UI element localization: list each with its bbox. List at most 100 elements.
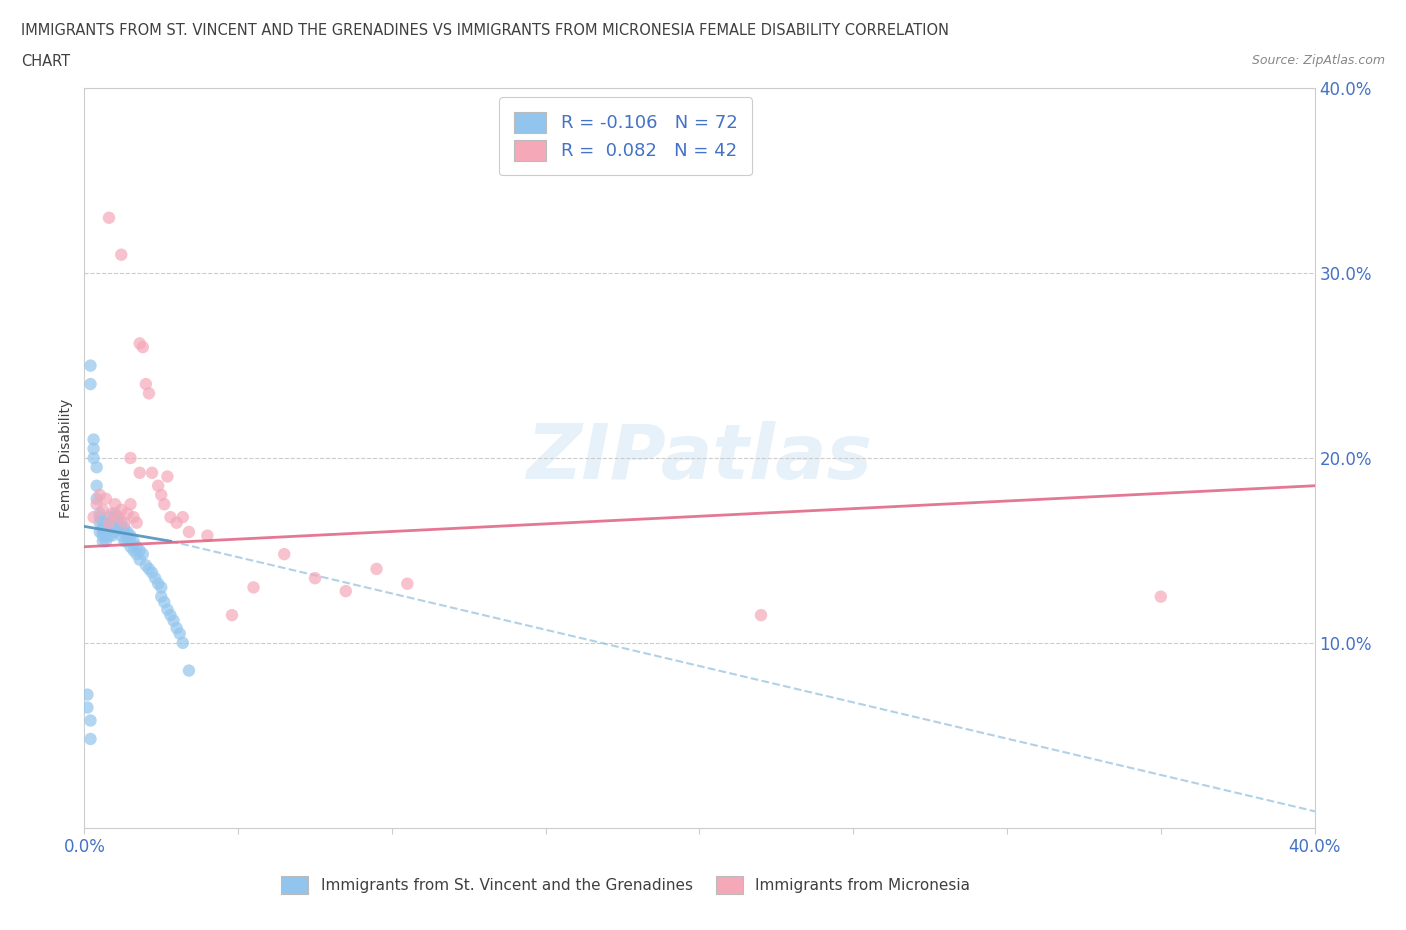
Point (148, 478, 170, 493)
Point (273, 547, 295, 562)
Point (120, 450, 142, 465)
Point (150, 590, 173, 604)
Point (150, 487, 173, 502)
Point (104, 497, 127, 512)
Point (159, 510, 181, 525)
Point (125, 539, 148, 554)
Point (86, 459, 108, 474)
Point (101, 528, 124, 543)
Point (120, 539, 142, 554)
Point (138, 386, 160, 401)
Point (86, 497, 108, 512)
Text: IMMIGRANTS FROM ST. VINCENT AND THE GRENADINES VS IMMIGRANTS FROM MICRONESIA FEM: IMMIGRANTS FROM ST. VINCENT AND THE GREN… (21, 23, 949, 38)
Point (128, 336, 150, 351)
Point (79, 358, 101, 373)
Point (83, 450, 105, 465)
Point (141, 565, 163, 580)
Point (304, 571, 326, 586)
Y-axis label: Female Disability: Female Disability (59, 398, 73, 518)
Point (166, 620, 188, 635)
Point (156, 602, 179, 617)
Point (104, 506, 127, 521)
Point (242, 580, 264, 595)
Point (110, 528, 132, 543)
Point (91, 521, 114, 536)
Point (86, 491, 108, 506)
Point (153, 497, 176, 512)
Point (101, 515, 124, 530)
Point (91, 525, 114, 539)
Point (98, 528, 121, 543)
Point (153, 595, 176, 610)
Point (89, 525, 111, 539)
Point (89, 506, 111, 521)
Text: CHART: CHART (21, 54, 70, 69)
Point (128, 543, 150, 558)
Point (749, 607, 772, 622)
Point (107, 510, 129, 525)
Point (117, 525, 139, 539)
Point (76, 700, 98, 715)
Text: ZIPatlas: ZIPatlas (526, 421, 873, 495)
Point (169, 626, 191, 641)
Point (98, 210, 121, 225)
Point (112, 515, 135, 530)
Point (110, 515, 132, 530)
Point (89, 510, 111, 525)
Point (122, 543, 145, 558)
Point (120, 528, 142, 543)
Point (396, 577, 419, 591)
Point (177, 663, 200, 678)
Point (94, 521, 117, 536)
Point (120, 534, 142, 549)
Point (101, 521, 124, 536)
Text: Source: ZipAtlas.com: Source: ZipAtlas.com (1251, 54, 1385, 67)
Point (83, 432, 105, 447)
Point (150, 580, 173, 595)
Point (117, 534, 139, 549)
Point (101, 506, 124, 521)
Point (132, 547, 155, 562)
Point (112, 534, 135, 549)
Point (94, 528, 117, 543)
Point (112, 521, 135, 536)
Point (76, 687, 98, 702)
Point (335, 584, 357, 599)
Point (94, 534, 117, 549)
Point (89, 515, 111, 530)
Point (1150, 590, 1173, 604)
Point (91, 502, 114, 517)
Point (125, 515, 148, 530)
Point (366, 562, 388, 577)
Point (94, 525, 117, 539)
Point (86, 478, 108, 493)
Point (98, 515, 121, 530)
Legend: Immigrants from St. Vincent and the Grenadines, Immigrants from Micronesia: Immigrants from St. Vincent and the Gren… (273, 869, 979, 901)
Point (79, 713, 101, 728)
Point (172, 510, 194, 525)
Point (98, 515, 121, 530)
Point (107, 515, 129, 530)
Point (122, 534, 145, 549)
Point (98, 521, 121, 536)
Point (141, 465, 163, 480)
Point (156, 469, 179, 484)
Point (110, 247, 132, 262)
Point (79, 377, 101, 392)
Point (172, 635, 194, 650)
Point (177, 525, 200, 539)
Point (197, 528, 219, 543)
Point (107, 521, 129, 536)
Point (132, 339, 155, 354)
Point (117, 506, 139, 521)
Point (122, 510, 145, 525)
Point (128, 552, 150, 567)
Point (162, 613, 184, 628)
Point (128, 465, 150, 480)
Point (104, 525, 127, 539)
Point (112, 525, 135, 539)
Point (91, 534, 114, 549)
Point (83, 442, 105, 457)
Point (110, 502, 132, 517)
Point (107, 510, 129, 525)
